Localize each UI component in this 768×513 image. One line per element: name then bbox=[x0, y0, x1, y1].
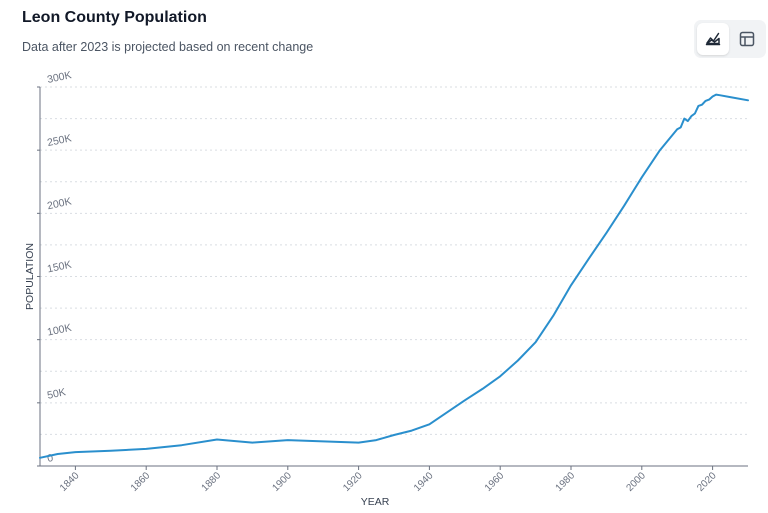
table-view-button[interactable] bbox=[731, 23, 763, 55]
x-tick-label: 1860 bbox=[129, 470, 153, 494]
y-tick-label: 250K bbox=[46, 132, 72, 149]
view-toggle bbox=[694, 20, 766, 58]
chart-view-button[interactable] bbox=[697, 23, 729, 55]
y-axis-title: POPULATION bbox=[24, 243, 36, 310]
x-tick-label: 1940 bbox=[412, 470, 436, 494]
y-tick-label: 0 bbox=[46, 452, 54, 465]
y-tick-label: 200K bbox=[46, 195, 72, 212]
population-line bbox=[39, 93, 749, 459]
y-tick-label: 50K bbox=[46, 386, 67, 402]
y-tick-label: 150K bbox=[46, 259, 72, 276]
chart-icon bbox=[705, 32, 721, 46]
x-tick-label: 1960 bbox=[483, 470, 507, 494]
x-tick-label: 1900 bbox=[270, 470, 294, 494]
x-axis-title: YEAR bbox=[361, 496, 390, 508]
x-tick-label: 1880 bbox=[200, 470, 224, 494]
y-tick-label: 100K bbox=[46, 322, 72, 339]
x-tick-label: 1840 bbox=[58, 470, 82, 494]
table-icon bbox=[739, 31, 755, 47]
y-tick-label: 300K bbox=[46, 69, 72, 86]
x-tick-label: 2020 bbox=[695, 470, 719, 494]
chart-subtitle: Data after 2023 is projected based on re… bbox=[22, 40, 314, 54]
chart-title: Leon County Population bbox=[22, 9, 207, 26]
x-tick-label: 1920 bbox=[341, 470, 365, 494]
x-tick-label: 1980 bbox=[554, 470, 578, 494]
x-tick-label: 2000 bbox=[624, 470, 648, 494]
